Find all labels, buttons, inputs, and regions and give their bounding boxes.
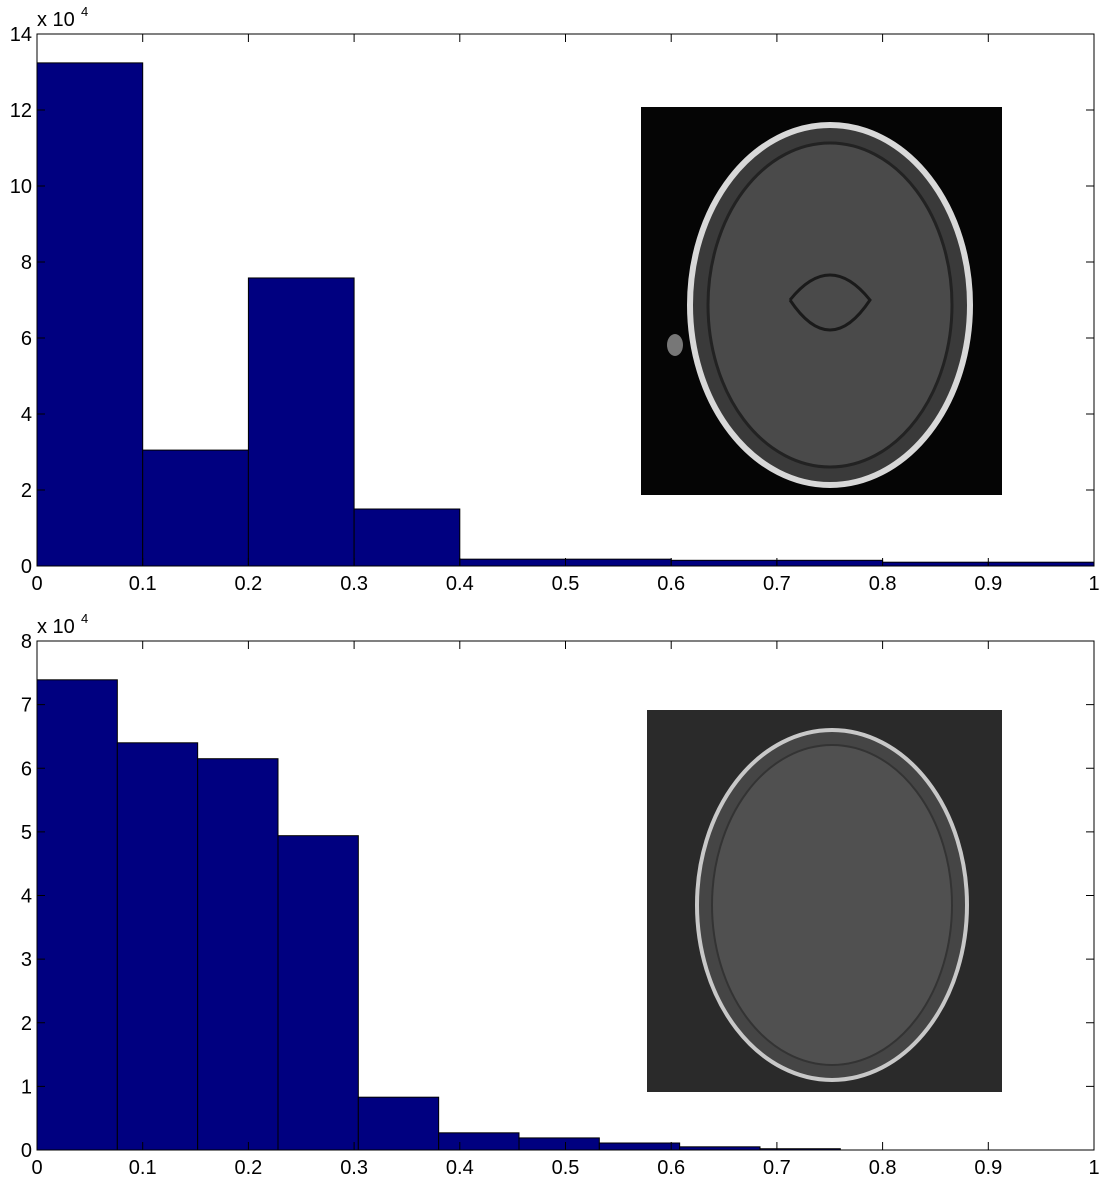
x-tick-label: 0.2 <box>234 1157 262 1179</box>
bar <box>776 559 884 567</box>
x-tick-label: 0 <box>31 1157 42 1179</box>
y-tick-label: 8 <box>21 252 32 274</box>
y-tick-label: 12 <box>10 100 32 122</box>
x-tick-label: 0.3 <box>340 1157 368 1179</box>
x-tick-label: 0.4 <box>446 1157 474 1179</box>
bar <box>598 1142 681 1151</box>
brain-detail <box>788 273 872 332</box>
y-tick-label: 3 <box>21 949 32 971</box>
y-scale-exponent: 4 <box>81 4 88 19</box>
y-tick-label: 2 <box>21 1013 32 1035</box>
y-tick-label: 10 <box>10 176 32 198</box>
bar <box>36 679 118 1151</box>
x-tick-label: 0.7 <box>763 573 791 595</box>
brain <box>706 141 954 469</box>
bar <box>357 1096 440 1151</box>
y-tick-label: 8 <box>21 631 32 653</box>
bar <box>565 558 672 567</box>
x-tick-label: 0.6 <box>657 1157 685 1179</box>
x-tick-label: 1 <box>1088 1157 1099 1179</box>
bar <box>116 742 199 1151</box>
bar <box>882 561 989 567</box>
y-tick-label: 4 <box>21 404 32 426</box>
y-tick-label: 6 <box>21 328 32 350</box>
x-tick-label: 0.1 <box>129 1157 157 1179</box>
brain <box>711 744 953 1066</box>
axes-box <box>36 33 1095 567</box>
x-tick-label: 0.9 <box>974 1157 1002 1179</box>
marker <box>667 334 683 356</box>
inset-image <box>641 107 1002 495</box>
y-scale-base: x 10 <box>37 9 75 31</box>
y-tick-label: 2 <box>21 480 32 502</box>
inset-image <box>647 710 1002 1092</box>
x-tick-label: 0.5 <box>552 1157 580 1179</box>
bar <box>247 277 355 567</box>
x-tick-label: 0.9 <box>974 573 1002 595</box>
x-tick-label: 0.7 <box>763 1157 791 1179</box>
bar <box>459 558 566 567</box>
y-scale-base: x 10 <box>37 616 75 638</box>
x-tick-label: 0.5 <box>552 573 580 595</box>
bar <box>353 508 461 567</box>
x-tick-label: 0.1 <box>129 573 157 595</box>
bar <box>277 835 359 1151</box>
x-tick-label: 0 <box>31 573 42 595</box>
bar <box>438 1132 520 1151</box>
x-tick-label: 0.8 <box>869 1157 897 1179</box>
x-tick-label: 0.2 <box>234 573 262 595</box>
y-tick-label: 5 <box>21 822 32 844</box>
y-tick-label: 1 <box>21 1076 32 1098</box>
x-tick-label: 0.8 <box>869 573 897 595</box>
x-tick-label: 1 <box>1088 573 1099 595</box>
x-tick-label: 0.6 <box>657 573 685 595</box>
y-scale-exponent: 4 <box>81 611 88 626</box>
y-tick-label: 14 <box>10 24 32 46</box>
bar <box>142 449 249 567</box>
x-tick-label: 0.4 <box>446 573 474 595</box>
x-tick-label: 0.3 <box>340 573 368 595</box>
y-tick-label: 6 <box>21 758 32 780</box>
y-tick-label: 0 <box>21 1140 32 1162</box>
y-tick-label: 0 <box>21 556 32 578</box>
bar <box>36 62 144 567</box>
axes-box <box>36 640 1095 1151</box>
y-tick-label: 7 <box>21 695 32 717</box>
bar <box>987 561 1095 567</box>
bar <box>518 1137 600 1151</box>
bar <box>197 758 279 1151</box>
bar <box>670 559 778 567</box>
y-tick-label: 4 <box>21 886 32 908</box>
